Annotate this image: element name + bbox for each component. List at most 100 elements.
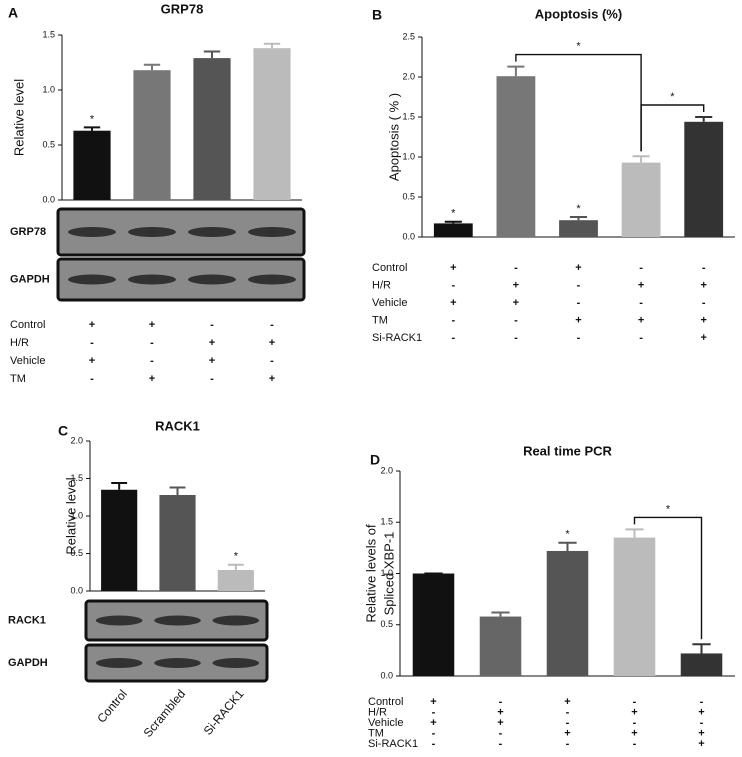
- condition-mark: +: [269, 373, 275, 385]
- condition-mark: +: [698, 727, 704, 739]
- condition-mark: +: [631, 706, 637, 718]
- error-bar: [491, 611, 510, 617]
- y-tick-label: 1.0: [42, 84, 55, 94]
- y-axis-label: Relative level: [63, 477, 78, 554]
- error-bar: [83, 126, 101, 131]
- bracket-label: *: [670, 91, 675, 103]
- condition-label: TM: [368, 727, 384, 739]
- error-bar: [444, 220, 462, 224]
- condition-mark: +: [564, 727, 570, 739]
- condition-mark: -: [639, 297, 643, 309]
- condition-label: Vehicle: [368, 717, 403, 729]
- error-bar: [569, 216, 588, 221]
- condition-mark: +: [698, 738, 704, 750]
- bar: [159, 495, 196, 591]
- condition-mark: -: [432, 706, 436, 718]
- condition-mark: +: [575, 262, 581, 274]
- bar: [253, 48, 291, 201]
- bar: [546, 550, 589, 676]
- condition-mark: -: [499, 738, 503, 750]
- chart-title: Apoptosis (%): [535, 6, 622, 21]
- error-bar: [143, 63, 161, 71]
- condition-label: Si-RACK1: [372, 332, 422, 344]
- blot-band: [68, 227, 116, 237]
- condition-mark: +: [149, 373, 155, 385]
- blot-label: RACK1: [8, 614, 46, 626]
- condition-mark: -: [700, 717, 704, 729]
- chart-title: GRP78: [161, 1, 204, 16]
- panel-letter: A: [8, 5, 18, 21]
- error-bar: [695, 116, 713, 122]
- bar: [433, 223, 473, 237]
- y-tick-label: 1.5: [70, 473, 83, 483]
- condition-mark: +: [698, 706, 704, 718]
- condition-mark: -: [451, 332, 455, 344]
- blot-label: GRP78: [10, 226, 46, 238]
- condition-label: Si-RACK1: [368, 738, 418, 750]
- y-axis-label: Apoptosis ( % ): [386, 93, 401, 181]
- condition-mark: -: [514, 262, 518, 274]
- condition-mark: -: [150, 337, 154, 349]
- condition-mark: +: [89, 355, 95, 367]
- condition-mark: -: [432, 738, 436, 750]
- panel-letter: B: [372, 7, 382, 23]
- condition-mark: +: [89, 319, 95, 331]
- condition-mark: -: [270, 319, 274, 331]
- error-bar: [507, 65, 525, 77]
- blot-band: [95, 658, 143, 668]
- condition-mark: +: [209, 337, 215, 349]
- condition-mark: +: [209, 355, 215, 367]
- condition-label: TM: [372, 314, 388, 326]
- y-tick-label: 0.0: [380, 670, 393, 680]
- condition-label: Vehicle: [372, 297, 407, 309]
- significance: *: [90, 113, 95, 125]
- condition-label: H/R: [372, 279, 391, 291]
- condition-mark: -: [210, 373, 214, 385]
- error-bar: [227, 563, 244, 570]
- condition-label: Control: [372, 262, 407, 274]
- condition-label: Control: [10, 319, 45, 331]
- error-bar: [632, 155, 650, 163]
- blot-band: [68, 274, 116, 285]
- bar: [133, 70, 171, 200]
- blot-band: [212, 615, 260, 626]
- bracket: [515, 53, 642, 152]
- bar: [73, 130, 111, 200]
- condition-mark: -: [90, 373, 94, 385]
- condition-mark: -: [210, 319, 214, 331]
- y-tick-label: 1.0: [70, 510, 83, 520]
- bracket: [633, 516, 703, 640]
- bracket-label: *: [666, 503, 671, 515]
- significance: *: [451, 208, 456, 220]
- bracket: [640, 104, 705, 152]
- condition-mark: -: [633, 696, 637, 708]
- blot-band: [95, 615, 143, 626]
- error-bar: [263, 42, 281, 49]
- condition-mark: +: [575, 314, 581, 326]
- condition-mark: -: [451, 314, 455, 326]
- condition-label: Control: [368, 696, 403, 708]
- condition-mark: -: [150, 355, 154, 367]
- condition-mark: +: [513, 297, 519, 309]
- bar: [479, 616, 522, 676]
- significance: *: [565, 529, 570, 541]
- bar: [559, 220, 598, 237]
- condition-mark: -: [577, 297, 581, 309]
- blot-band: [128, 274, 176, 285]
- condition-mark: +: [450, 297, 456, 309]
- condition-mark: +: [631, 727, 637, 739]
- condition-mark: -: [633, 717, 637, 729]
- blot-band: [128, 227, 176, 237]
- condition-mark: -: [514, 314, 518, 326]
- y-tick-label: 0.0: [70, 585, 83, 595]
- blot-label: GAPDH: [8, 657, 48, 669]
- bar: [680, 653, 723, 676]
- condition-mark: -: [514, 332, 518, 344]
- condition-mark: -: [451, 279, 455, 291]
- condition-mark: +: [638, 314, 644, 326]
- panel-letter: D: [370, 452, 380, 468]
- condition-label: TM: [10, 373, 26, 385]
- error-bar: [558, 541, 577, 551]
- x-tick-label: Control: [94, 687, 130, 726]
